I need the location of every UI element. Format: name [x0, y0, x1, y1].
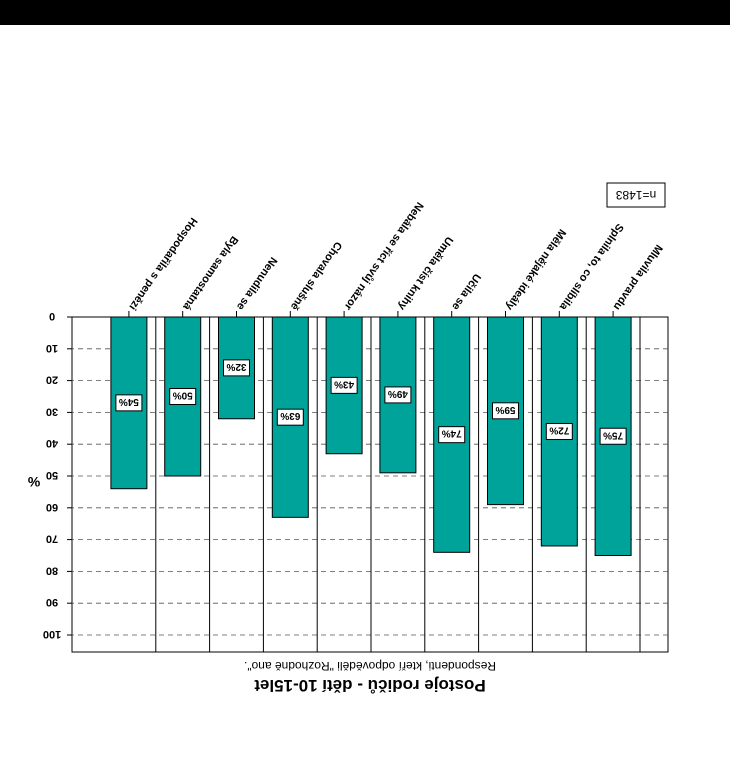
- value-label-box: [384, 386, 412, 404]
- category-label: Chovala slušně: [288, 239, 344, 312]
- category-label: Mluvila pravdu: [611, 242, 665, 312]
- value-label: 74%: [442, 428, 462, 439]
- y-tick-label: 50: [46, 469, 58, 481]
- category-label: Učila se: [449, 271, 483, 312]
- y-tick-label: 100: [43, 628, 61, 640]
- bars: 75% 72% 59% 74% 49% 43% 63% 32% 50% 54%: [110, 316, 641, 652]
- y-tick-label: 10: [46, 342, 58, 354]
- grid-lines: [72, 348, 668, 636]
- category-label: Uměla číst knihy: [395, 234, 455, 313]
- value-label-box: [438, 426, 466, 444]
- y-tick-label: 70: [46, 533, 58, 545]
- value-label-box: [545, 422, 573, 440]
- category-label: Nenudila se: [234, 255, 279, 312]
- value-label-box: [223, 359, 250, 377]
- value-label: 50%: [173, 390, 193, 401]
- y-tick-label: 0: [49, 310, 55, 322]
- sample-size-box: n=1483: [606, 182, 666, 208]
- value-label: 63%: [280, 410, 300, 421]
- y-tick-label: 40: [46, 437, 58, 449]
- value-label-box: [276, 408, 304, 426]
- y-tick-label: 60: [46, 501, 58, 513]
- value-label-box: [330, 376, 358, 394]
- value-label: 54%: [119, 396, 139, 407]
- y-tick-label: 80: [46, 564, 58, 576]
- y-tick-label: 90: [46, 596, 58, 608]
- value-label: 43%: [334, 378, 354, 389]
- plot-frame: [71, 316, 669, 653]
- value-label-box: [169, 388, 197, 405]
- value-label: 49%: [388, 388, 408, 399]
- value-label: 75%: [603, 429, 623, 440]
- value-label-box: [599, 427, 627, 445]
- y-axis-ticks: 0 10 20 30 40 50 60 70 80 90 100: [43, 310, 72, 640]
- category-label: Měla nějaké ideály: [503, 227, 568, 313]
- value-label-box: [115, 394, 143, 412]
- chart-title: Postoje rodičů - dětí 10-15let: [254, 676, 486, 695]
- value-label: 72%: [549, 424, 569, 435]
- value-label: 59%: [495, 404, 515, 415]
- y-axis-label: %: [27, 474, 40, 490]
- category-label: Byla samostatná: [180, 234, 240, 313]
- value-label-box: [492, 402, 519, 420]
- top-black-bar: [0, 0, 730, 25]
- sample-size-text: n=1483: [615, 188, 656, 202]
- y-tick-label: 20: [46, 374, 58, 386]
- chart-subtitle: Respondenti, kteří odpověděli "Rozhodně …: [244, 659, 496, 673]
- value-label: 32%: [226, 361, 246, 372]
- y-tick-label: 30: [46, 405, 58, 417]
